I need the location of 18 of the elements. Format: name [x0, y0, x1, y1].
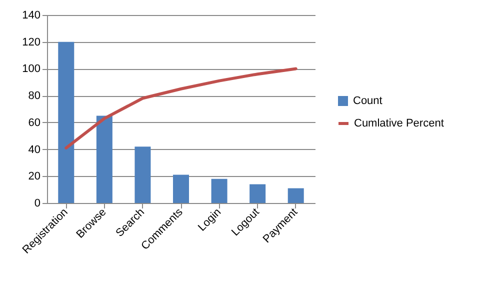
bar — [211, 178, 228, 203]
bar — [250, 184, 266, 203]
y-tick-label: 120 — [22, 36, 40, 48]
y-tick-label: 20 — [28, 170, 40, 183]
y-tick-label: 100 — [22, 63, 40, 76]
y-tick-label: 80 — [28, 90, 40, 102]
bar — [288, 188, 304, 203]
bar — [96, 116, 112, 203]
bar — [134, 146, 151, 203]
y-tick-label: 140 — [22, 10, 40, 22]
line-series — [64, 67, 298, 150]
legend-label: Count — [353, 95, 382, 107]
y-tick-label: 0 — [34, 198, 40, 210]
bar — [58, 42, 74, 203]
bar — [173, 174, 189, 203]
legend-label: Cumlative Percent — [354, 118, 444, 130]
y-tick-label: 40 — [28, 144, 40, 156]
y-tick-label: 60 — [28, 116, 40, 129]
